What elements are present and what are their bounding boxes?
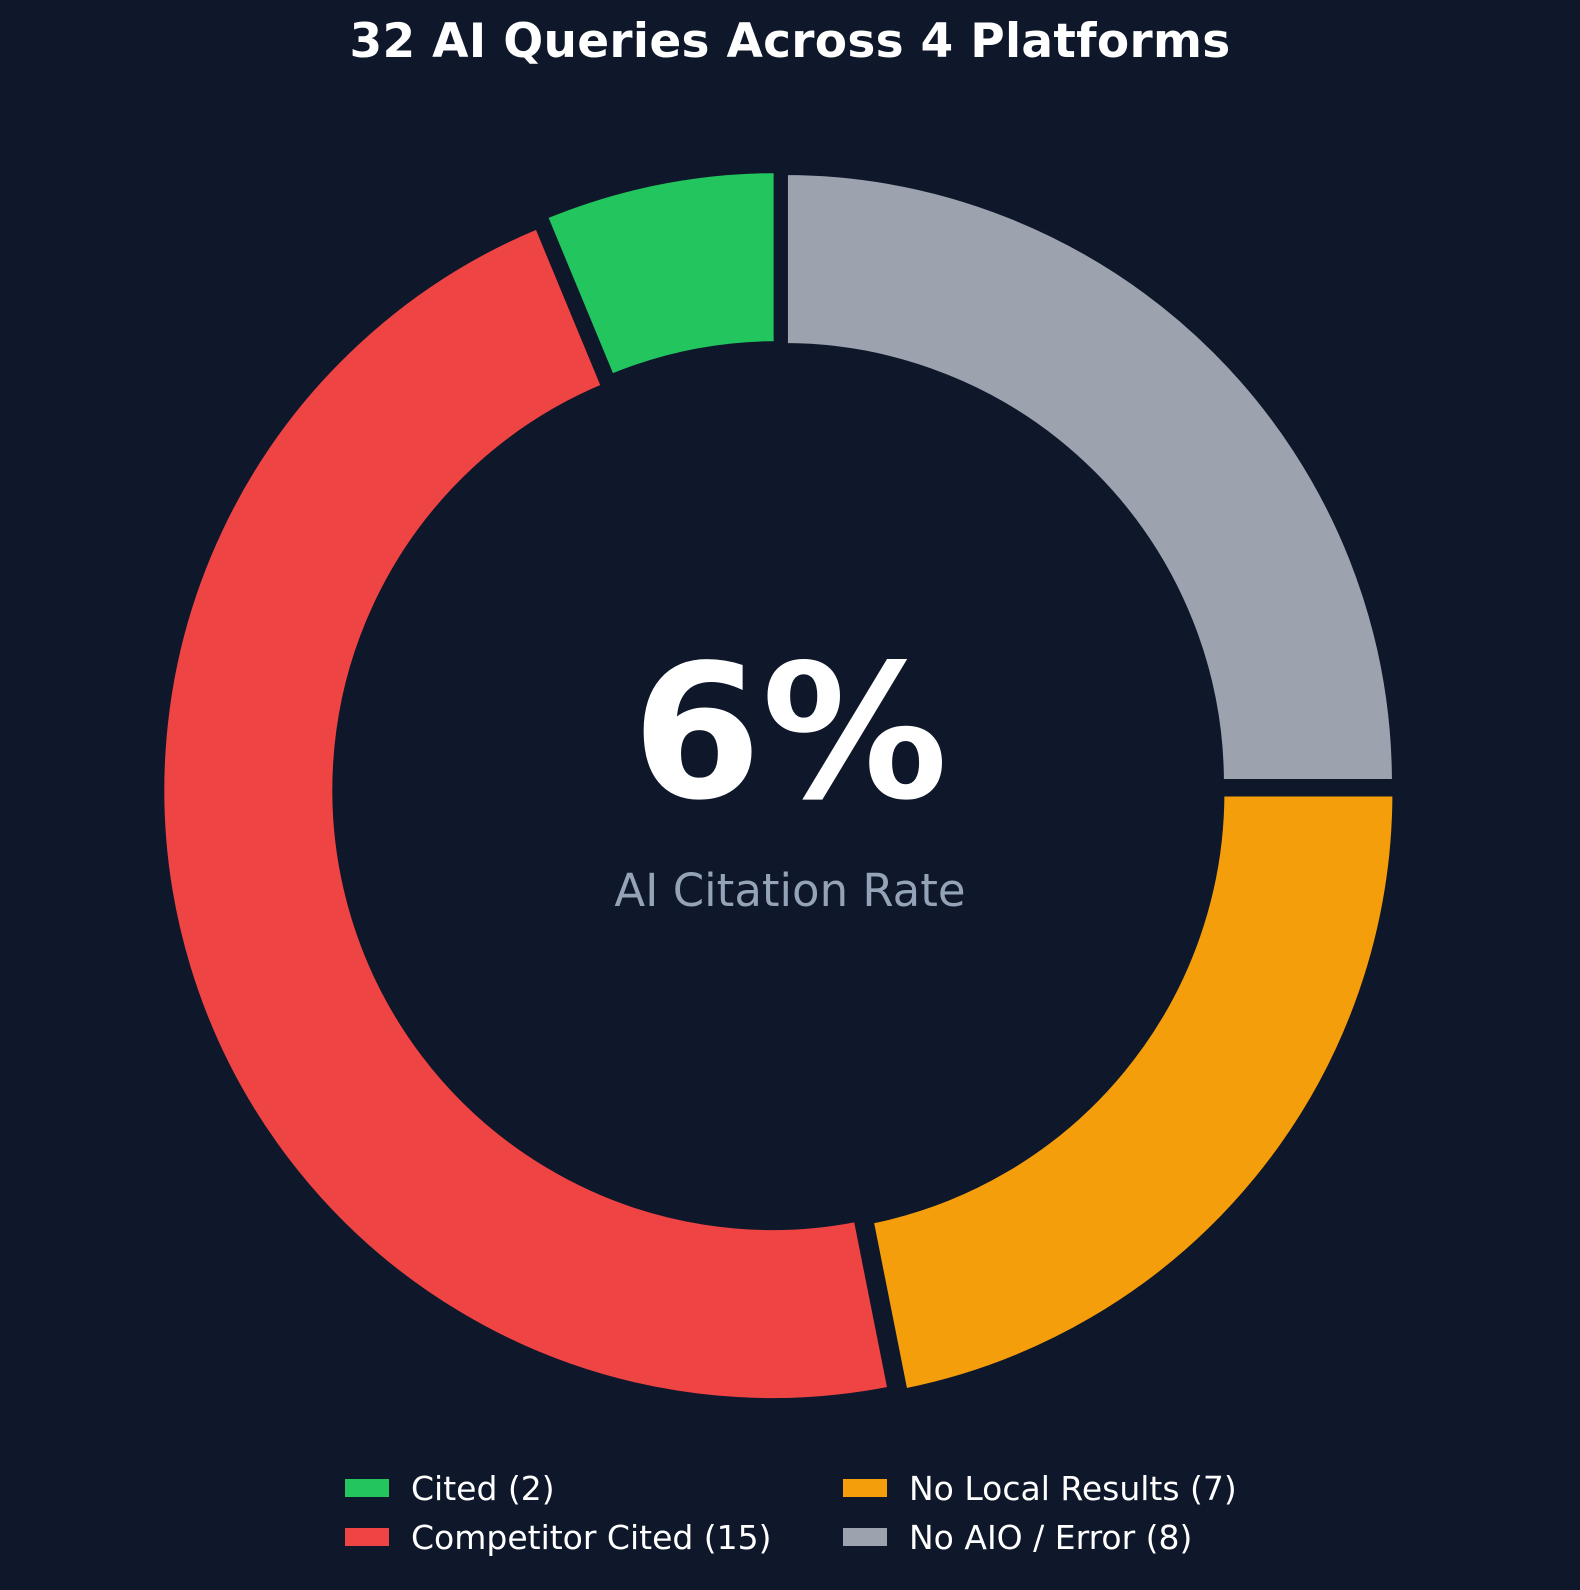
slice-no-local-results — [864, 788, 1401, 1398]
citation-rate-value: 6% — [632, 624, 948, 841]
legend-item-competitor-cited: Competitor Cited (15) — [345, 1517, 772, 1557]
legend-label: Cited (2) — [411, 1468, 555, 1508]
legend-item-no-local-results: No Local Results (7) — [843, 1468, 1237, 1508]
legend-swatch-no-local-results — [843, 1479, 887, 1497]
slice-competitor-cited — [156, 219, 897, 1407]
slice-cited — [538, 165, 782, 384]
slice-no-aio-error — [779, 167, 1400, 788]
legend-label: No Local Results (7) — [909, 1468, 1237, 1508]
citation-rate-label: AI Citation Rate — [614, 864, 966, 917]
legend-item-no-aio-error: No AIO / Error (8) — [843, 1517, 1192, 1557]
legend-swatch-cited — [345, 1479, 389, 1497]
chart-legend: Cited (2) Competitor Cited (15) No Local… — [345, 1468, 1245, 1578]
legend-label: No AIO / Error (8) — [909, 1517, 1193, 1557]
chart-title: 32 AI Queries Across 4 Platforms — [349, 14, 1231, 69]
legend-swatch-no-aio-error — [843, 1528, 887, 1546]
legend-label: Competitor Cited (15) — [411, 1517, 772, 1557]
legend-swatch-competitor-cited — [345, 1528, 389, 1546]
legend-item-cited: Cited (2) — [345, 1468, 555, 1508]
